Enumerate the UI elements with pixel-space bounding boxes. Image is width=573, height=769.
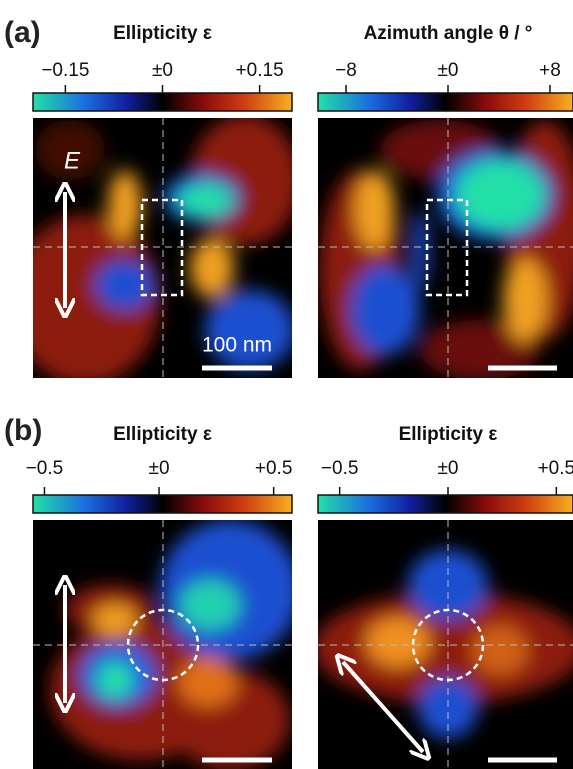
tick-label: +0.15 — [236, 60, 284, 81]
colorbar — [318, 93, 573, 111]
tick-label: −0.15 — [41, 60, 89, 81]
tick-label: −8 — [335, 60, 357, 81]
tick-label: −0.5 — [26, 458, 64, 479]
panel-label: (a) — [4, 16, 41, 49]
map — [318, 118, 573, 380]
panel-label: (b) — [4, 414, 42, 447]
map-title: Azimuth angle θ / ° — [364, 23, 533, 44]
figure: (a) (b) — [0, 0, 573, 769]
tick-label: +0.5 — [255, 458, 293, 479]
tick-label: +0.5 — [538, 458, 573, 479]
tick-label: −0.5 — [321, 458, 359, 479]
map-title: Ellipticity ε — [113, 424, 212, 445]
colorbar — [318, 495, 573, 513]
tick-label: ±0 — [438, 60, 459, 81]
tick-label: +8 — [539, 60, 561, 81]
tick-label: ±0 — [149, 458, 170, 479]
colorbar — [33, 495, 292, 513]
scale-bar-label: 100 nm — [202, 334, 272, 357]
field-label: E — [64, 147, 81, 174]
colorbar — [33, 93, 292, 111]
map-title: Ellipticity ε — [399, 424, 498, 445]
tick-label: ±0 — [152, 60, 173, 81]
tick-label: ±0 — [438, 458, 459, 479]
map-title: Ellipticity ε — [113, 23, 212, 44]
